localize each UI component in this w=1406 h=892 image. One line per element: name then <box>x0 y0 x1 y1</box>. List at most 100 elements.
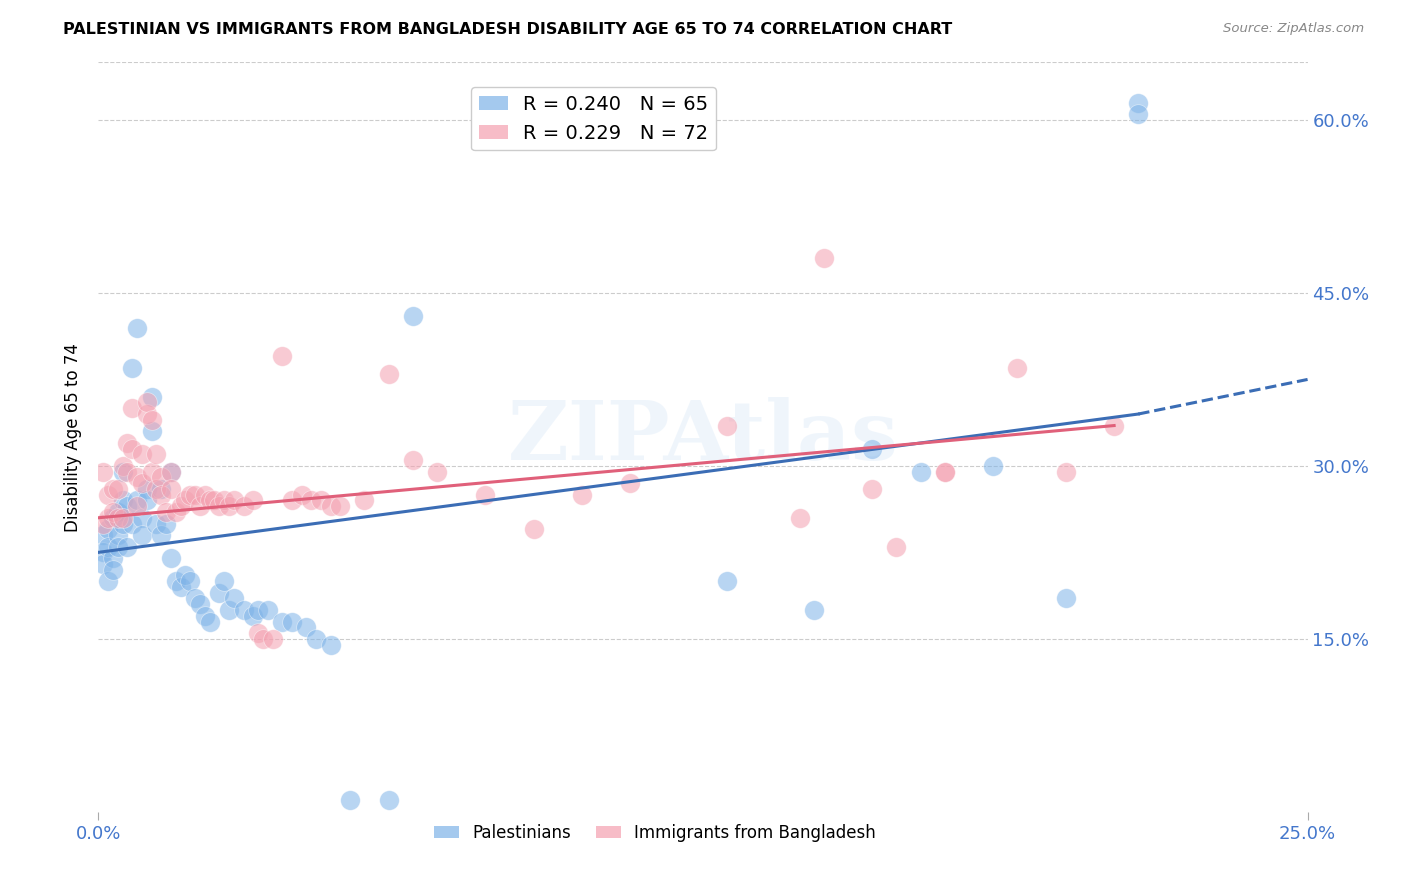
Point <box>179 574 201 589</box>
Point <box>281 493 304 508</box>
Point <box>174 493 197 508</box>
Point <box>271 615 294 629</box>
Point <box>91 528 114 542</box>
Point <box>117 540 139 554</box>
Point <box>121 442 143 456</box>
Point <box>97 488 120 502</box>
Point <box>305 632 328 646</box>
Point <box>290 488 312 502</box>
Point <box>212 574 235 589</box>
Point <box>188 597 211 611</box>
Point <box>160 482 183 496</box>
Point <box>402 309 425 323</box>
Point <box>256 603 278 617</box>
Point <box>150 482 173 496</box>
Point <box>813 252 835 266</box>
Point <box>208 500 231 514</box>
Point <box>402 453 425 467</box>
Point <box>184 488 207 502</box>
Point <box>716 418 738 433</box>
Point <box>319 638 342 652</box>
Point <box>339 793 361 807</box>
Point <box>803 603 825 617</box>
Point <box>127 493 149 508</box>
Point <box>377 367 399 381</box>
Point <box>141 425 163 439</box>
Point <box>121 516 143 531</box>
Point <box>1054 591 1077 606</box>
Point <box>232 603 254 617</box>
Point <box>329 500 352 514</box>
Point <box>910 465 932 479</box>
Point <box>247 603 270 617</box>
Point <box>860 442 883 456</box>
Point <box>135 395 157 409</box>
Point <box>222 493 245 508</box>
Point <box>97 574 120 589</box>
Point <box>981 458 1004 473</box>
Point <box>91 516 114 531</box>
Point <box>111 493 134 508</box>
Point <box>145 447 167 461</box>
Point <box>184 591 207 606</box>
Point <box>218 603 240 617</box>
Point <box>150 488 173 502</box>
Point <box>131 476 153 491</box>
Text: ZIPAtlas: ZIPAtlas <box>508 397 898 477</box>
Point <box>160 551 183 566</box>
Point <box>101 482 124 496</box>
Point <box>218 500 240 514</box>
Point <box>91 465 114 479</box>
Point <box>247 626 270 640</box>
Point <box>474 488 496 502</box>
Point <box>353 493 375 508</box>
Point <box>204 493 226 508</box>
Point <box>101 505 124 519</box>
Point <box>198 615 221 629</box>
Point <box>194 488 217 502</box>
Point <box>141 465 163 479</box>
Point <box>309 493 332 508</box>
Point <box>208 585 231 599</box>
Point <box>107 505 129 519</box>
Point <box>222 591 245 606</box>
Point <box>174 568 197 582</box>
Point <box>135 407 157 421</box>
Point <box>188 500 211 514</box>
Legend: Palestinians, Immigrants from Bangladesh: Palestinians, Immigrants from Bangladesh <box>427 817 883 848</box>
Point <box>886 540 908 554</box>
Point <box>716 574 738 589</box>
Point <box>135 493 157 508</box>
Point <box>571 488 593 502</box>
Point <box>150 470 173 484</box>
Point <box>1128 95 1150 110</box>
Point <box>111 458 134 473</box>
Point <box>1054 465 1077 479</box>
Point <box>117 500 139 514</box>
Point <box>101 551 124 566</box>
Point <box>169 580 191 594</box>
Text: Source: ZipAtlas.com: Source: ZipAtlas.com <box>1223 22 1364 36</box>
Point <box>165 574 187 589</box>
Point <box>160 465 183 479</box>
Point <box>127 320 149 334</box>
Point <box>135 482 157 496</box>
Point <box>97 522 120 536</box>
Point <box>107 510 129 524</box>
Point <box>97 540 120 554</box>
Point <box>179 488 201 502</box>
Point <box>111 510 134 524</box>
Point <box>1128 107 1150 121</box>
Point <box>212 493 235 508</box>
Point <box>789 510 811 524</box>
Point <box>107 540 129 554</box>
Point <box>121 401 143 416</box>
Point <box>117 435 139 450</box>
Text: PALESTINIAN VS IMMIGRANTS FROM BANGLADESH DISABILITY AGE 65 TO 74 CORRELATION CH: PALESTINIAN VS IMMIGRANTS FROM BANGLADES… <box>63 22 952 37</box>
Point <box>295 620 318 634</box>
Point <box>127 500 149 514</box>
Point <box>145 516 167 531</box>
Point <box>271 350 294 364</box>
Point <box>121 360 143 375</box>
Point <box>131 447 153 461</box>
